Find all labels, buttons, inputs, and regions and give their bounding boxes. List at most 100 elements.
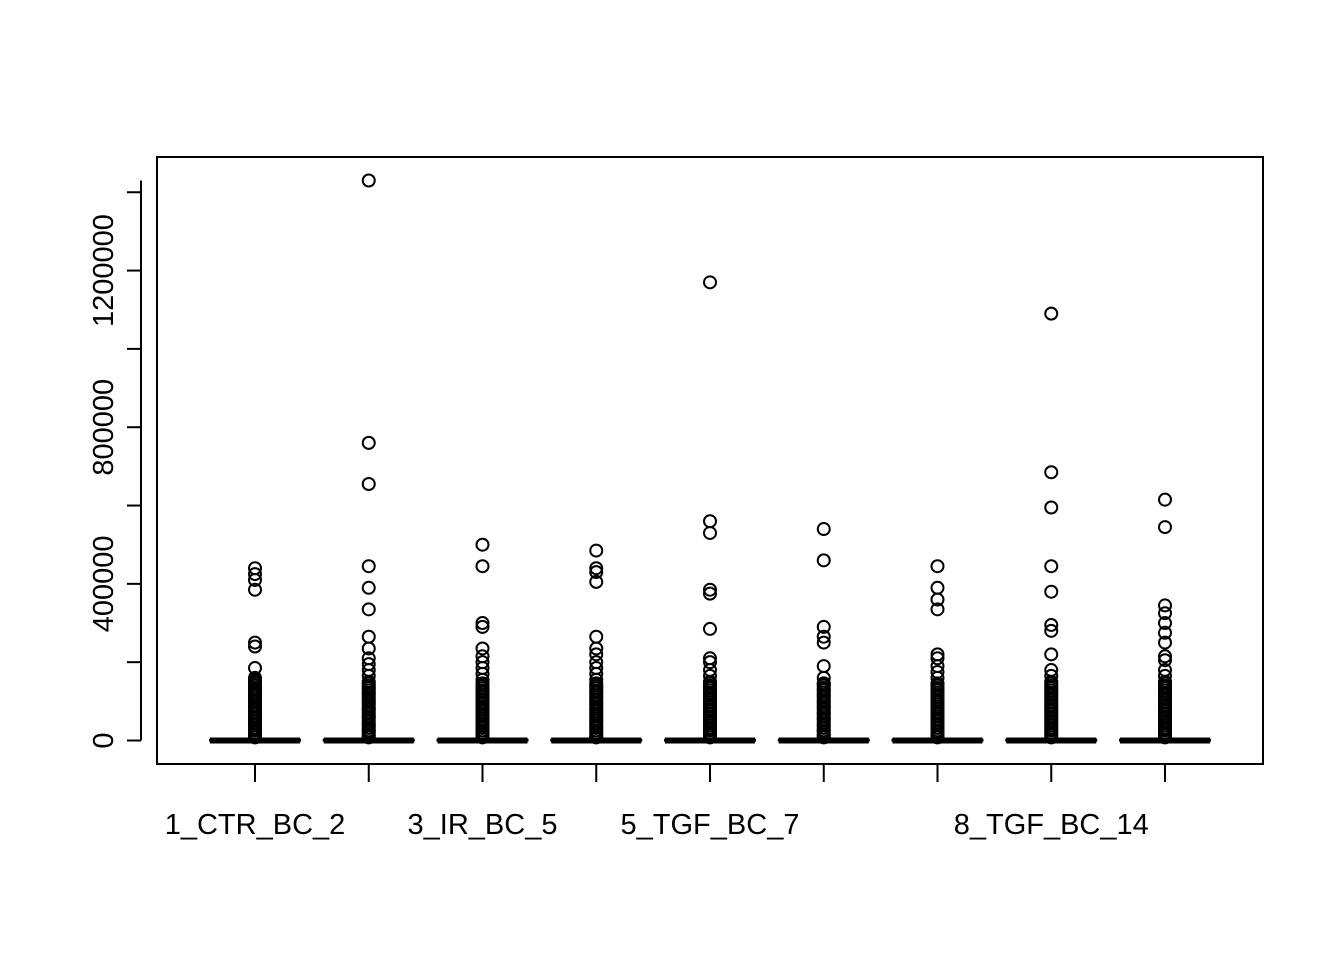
outlier-point bbox=[589, 729, 604, 744]
outlier-point bbox=[1044, 306, 1059, 321]
x-tick-label: 3_IR_BC_5 bbox=[408, 809, 558, 841]
outlier-point bbox=[361, 641, 376, 656]
outlier-point bbox=[930, 602, 945, 617]
outlier-point bbox=[361, 435, 376, 450]
outlier-point bbox=[361, 580, 376, 595]
outlier-point bbox=[930, 592, 945, 607]
outlier-point bbox=[248, 572, 262, 587]
outlier-point bbox=[361, 694, 376, 709]
outlier-point bbox=[1044, 647, 1059, 662]
box-2 bbox=[322, 173, 415, 745]
outlier-point bbox=[361, 686, 376, 701]
x-tick-label: 5_TGF_BC_7 bbox=[621, 809, 800, 841]
outlier-point bbox=[816, 717, 831, 732]
outlier-point bbox=[930, 580, 945, 595]
x-tick-label: 8_TGF_BC_14 bbox=[954, 809, 1149, 841]
outlier-point bbox=[475, 641, 490, 656]
outlier-point bbox=[361, 173, 376, 188]
outlier-point bbox=[589, 565, 604, 580]
box-3_IR_BC_5 bbox=[436, 537, 529, 745]
outlier-point bbox=[248, 639, 262, 654]
outlier-point bbox=[589, 629, 604, 644]
outlier-point bbox=[361, 476, 376, 491]
outlier-point bbox=[930, 717, 945, 732]
outlier-point bbox=[1044, 500, 1059, 515]
outlier-point bbox=[248, 728, 262, 743]
outlier-point bbox=[703, 582, 717, 597]
outlier-point bbox=[1044, 623, 1059, 638]
outlier-point bbox=[1158, 625, 1172, 640]
outlier-point bbox=[703, 721, 717, 736]
outlier-point bbox=[816, 635, 831, 650]
box-8_TGF_BC_14 bbox=[1005, 306, 1098, 745]
outlier-point bbox=[589, 719, 604, 734]
y-tick-label: 0 bbox=[88, 732, 120, 748]
y-tick-label: 800000 bbox=[88, 379, 120, 476]
box-7 bbox=[891, 559, 984, 745]
outlier-point bbox=[248, 635, 262, 650]
outlier-point bbox=[703, 586, 717, 601]
outlier-point bbox=[1158, 727, 1172, 742]
outlier-point bbox=[1044, 727, 1059, 742]
y-axis: 0 400000 800000 1200000 bbox=[88, 180, 142, 749]
outlier-point bbox=[589, 647, 604, 662]
outlier-point bbox=[1158, 520, 1172, 535]
outlier-point bbox=[1158, 649, 1172, 664]
box-5_TGF_BC_7 bbox=[664, 275, 756, 745]
outlier-point bbox=[475, 616, 490, 631]
outlier-point bbox=[1158, 492, 1172, 507]
x-tick-label: 1_CTR_BC_2 bbox=[165, 809, 346, 841]
outlier-point bbox=[930, 559, 945, 574]
outlier-point bbox=[703, 621, 717, 636]
outlier-point bbox=[1158, 635, 1172, 650]
outlier-point bbox=[248, 721, 262, 736]
outlier-point bbox=[1044, 584, 1059, 599]
outlier-point bbox=[248, 582, 262, 597]
outlier-point bbox=[1158, 616, 1172, 631]
outlier-point bbox=[589, 561, 604, 576]
outlier-point bbox=[361, 717, 376, 732]
outlier-point bbox=[589, 574, 604, 589]
outlier-point bbox=[703, 275, 717, 290]
outlier-point bbox=[589, 725, 604, 740]
outlier-point bbox=[361, 602, 376, 617]
outlier-point bbox=[703, 655, 717, 670]
x-axis: 1_CTR_BC_2 3_IR_BC_5 5_TGF_BC_7 8_TGF_BC_14 bbox=[165, 764, 1166, 841]
outlier-point bbox=[248, 567, 262, 582]
outlier-point bbox=[930, 728, 945, 743]
outlier-point bbox=[1158, 721, 1172, 736]
outlier-point bbox=[816, 619, 831, 634]
outlier-point bbox=[703, 514, 717, 529]
box-9 bbox=[1119, 492, 1211, 745]
outlier-point bbox=[248, 717, 262, 732]
outlier-point bbox=[589, 641, 604, 656]
outlier-point bbox=[361, 629, 376, 644]
outlier-point bbox=[361, 680, 376, 695]
outlier-point bbox=[930, 651, 945, 666]
outlier-point bbox=[816, 659, 831, 674]
outlier-point bbox=[1158, 598, 1172, 613]
outlier-point bbox=[361, 723, 376, 738]
outlier-point bbox=[589, 543, 604, 558]
outlier-point bbox=[475, 619, 490, 634]
outlier-point bbox=[1044, 721, 1059, 736]
outlier-point bbox=[361, 559, 376, 574]
outlier-point bbox=[816, 629, 831, 644]
outlier-point bbox=[1044, 465, 1059, 480]
outlier-point bbox=[1044, 617, 1059, 632]
outlier-point bbox=[475, 729, 490, 744]
box-1_CTR_BC_2 bbox=[209, 561, 301, 745]
outlier-point bbox=[703, 727, 717, 742]
outlier-point bbox=[816, 728, 831, 743]
outlier-point bbox=[816, 553, 831, 568]
box-6 bbox=[777, 522, 870, 745]
outlier-point bbox=[703, 525, 717, 540]
outlier-point bbox=[1158, 653, 1172, 668]
outlier-point bbox=[930, 723, 945, 738]
outlier-point bbox=[361, 710, 376, 725]
outlier-point bbox=[475, 537, 490, 552]
outlier-point bbox=[1044, 559, 1059, 574]
box-4 bbox=[550, 543, 643, 745]
outlier-point bbox=[361, 728, 376, 743]
